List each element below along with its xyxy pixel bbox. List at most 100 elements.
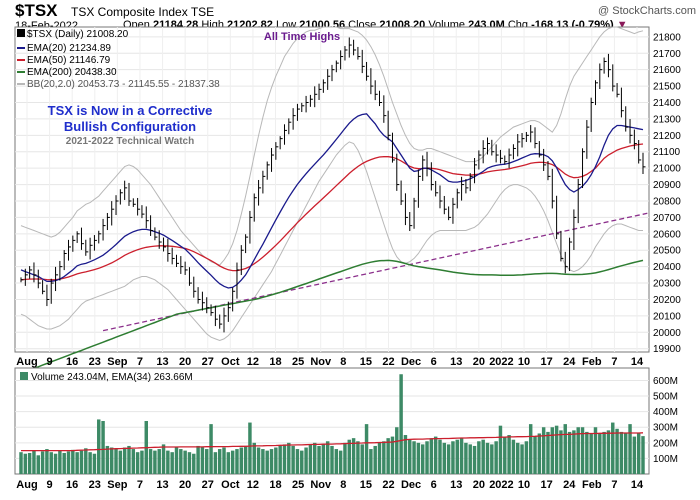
volume-bar xyxy=(261,449,265,474)
volume-bar xyxy=(477,441,481,474)
volume-bar xyxy=(274,447,278,474)
time-tick-label: Sep xyxy=(107,479,127,491)
time-tick-label: 16 xyxy=(66,479,78,491)
volume-bar xyxy=(459,438,464,474)
time-tick-label: 7 xyxy=(611,356,617,368)
price-tick-label: 21400 xyxy=(653,98,681,109)
volume-tick-label: 400M xyxy=(653,407,678,418)
volume-bar xyxy=(300,450,304,474)
volume-bar xyxy=(192,453,196,474)
volume-bar xyxy=(101,421,105,474)
time-tick-label: 12 xyxy=(247,356,259,368)
volume-bar xyxy=(269,449,274,474)
volume-bar xyxy=(287,442,291,474)
volume-bar xyxy=(343,442,347,474)
volume-bar xyxy=(623,433,628,474)
volume-bar xyxy=(356,441,360,474)
time-tick-label: 23 xyxy=(89,356,101,368)
volume-bar xyxy=(40,451,45,474)
index-name: TSX Composite Index xyxy=(71,5,188,19)
price-bars xyxy=(20,37,646,333)
time-tick-label: 9 xyxy=(47,479,53,491)
volume-bar xyxy=(256,447,261,474)
volume-bar xyxy=(62,452,66,474)
volume-bar xyxy=(628,424,632,474)
watermark: @ StockCharts.com xyxy=(598,5,696,17)
volume-bar xyxy=(425,441,429,474)
legend-ema200: EMA(200) 20438.30 xyxy=(27,67,117,78)
volume-tick-label: 100M xyxy=(653,454,678,465)
volume-bar xyxy=(161,444,166,474)
volume-bar xyxy=(550,427,555,474)
volume-bar xyxy=(19,452,23,474)
volume-bar xyxy=(563,424,567,474)
volume-bar xyxy=(27,452,32,474)
time-tick-label: Nov xyxy=(310,356,332,368)
volume-bar xyxy=(373,445,377,474)
volume-bar xyxy=(481,439,485,474)
volume-bar xyxy=(347,439,352,474)
volume-bar xyxy=(589,433,593,474)
chart-symbol: $TSX xyxy=(15,1,58,20)
price-axis: 19900 20000 20100 20200 20300 20400 20500 20600… xyxy=(653,32,681,355)
bb-lower-line xyxy=(20,141,643,342)
volume-bar xyxy=(148,449,153,474)
volume-bar xyxy=(541,427,546,474)
price-legend: $TSX (Daily) 21008.20 EMA(20) 21234.89 E… xyxy=(17,29,220,90)
legend-volume: Volume 243.04M, EMA(34) 263.66M xyxy=(31,372,193,383)
volume-bar xyxy=(213,452,218,474)
time-tick-label: Nov xyxy=(310,479,332,491)
volume-bar xyxy=(243,445,248,474)
volume-bar xyxy=(516,442,520,474)
legend-price-swatch xyxy=(17,29,25,37)
volume-bar xyxy=(278,445,282,474)
volume-bar xyxy=(554,425,559,474)
volume-bar xyxy=(79,450,84,474)
price-tick-label: 21700 xyxy=(653,49,681,60)
bb-upper-line xyxy=(20,26,644,266)
time-tick-label: Oct xyxy=(221,479,240,491)
legend-ema20: EMA(20) 21234.89 xyxy=(27,43,111,54)
time-tick-label: 22 xyxy=(382,356,394,368)
volume-bar xyxy=(572,430,576,474)
volume-bar xyxy=(619,431,624,474)
volume-bar xyxy=(114,449,118,474)
volume-bar xyxy=(282,444,287,474)
time-tick-label: 20 xyxy=(179,356,191,368)
volume-bar xyxy=(330,445,334,474)
volume-bar xyxy=(265,450,269,474)
volume-bar xyxy=(364,424,369,474)
volume-bar xyxy=(88,452,92,474)
price-tick-label: 20200 xyxy=(653,295,681,306)
time-tick-label: Dec xyxy=(401,479,421,491)
annotation-ath: All Time Highs xyxy=(264,31,340,43)
volume-bar xyxy=(377,442,382,474)
price-tick-label: 20100 xyxy=(653,311,681,322)
volume-bar xyxy=(84,448,88,474)
price-tick-label: 19900 xyxy=(653,344,681,355)
time-tick-label: 10 xyxy=(518,356,530,368)
legend-ema50: EMA(50) 21146.79 xyxy=(27,55,111,66)
time-tick-label: 8 xyxy=(340,479,346,491)
volume-bar xyxy=(451,441,455,474)
volume-bar xyxy=(537,433,542,474)
volume-bar xyxy=(528,424,533,474)
volume-bar xyxy=(412,441,416,474)
legend-volume-swatch xyxy=(20,372,28,380)
volume-bar xyxy=(196,445,200,474)
time-tick-label: Dec xyxy=(401,356,421,368)
volume-bar xyxy=(576,427,580,474)
chart-name: TSX Composite Index TSE xyxy=(71,5,214,19)
time-tick-label: 27 xyxy=(202,356,214,368)
volume-bar xyxy=(636,433,641,474)
volume-legend: Volume 243.04M, EMA(34) 263.66M xyxy=(20,372,193,383)
time-tick-label: 15 xyxy=(360,479,372,491)
volume-bar xyxy=(641,436,645,474)
price-tick-label: 20900 xyxy=(653,180,681,191)
time-tick-label: 2022 xyxy=(489,356,513,368)
volume-bar xyxy=(334,449,339,474)
volume-ema-line xyxy=(21,432,644,452)
price-tick-label: 21200 xyxy=(653,131,681,142)
volume-bar xyxy=(598,433,602,474)
volume-bar xyxy=(49,452,53,474)
